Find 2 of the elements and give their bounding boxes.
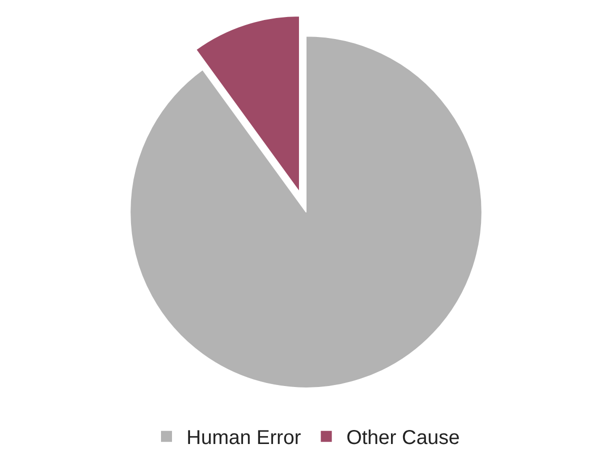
legend-label: Human Error — [186, 427, 302, 450]
legend-label: Other Cause — [346, 427, 460, 450]
